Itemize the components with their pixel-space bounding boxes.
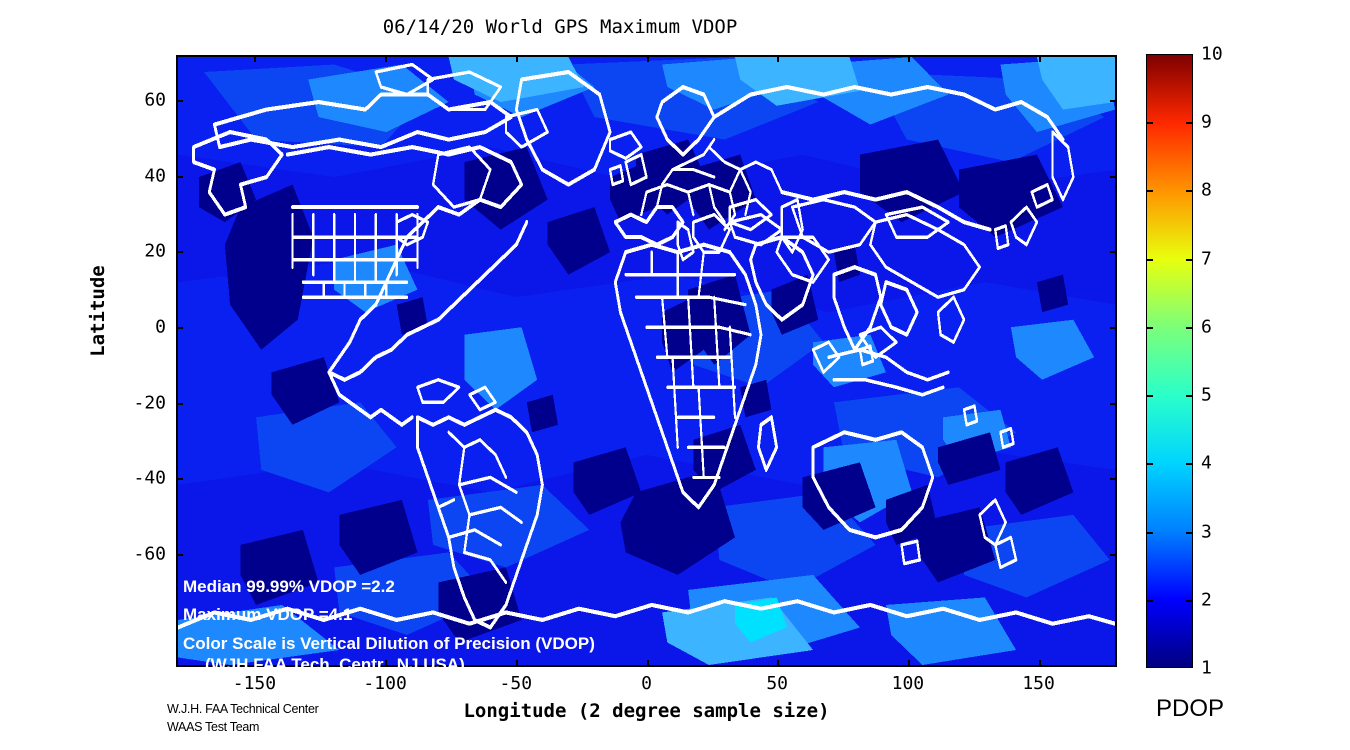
y-tick-mark [1110, 100, 1117, 103]
y-tick-mark [1110, 553, 1117, 556]
y-tick-label: 40 [144, 165, 166, 187]
x-tick-label: 100 [891, 673, 925, 694]
maximum-vdop-annotation: Maximum VDOP =4.1 [183, 605, 353, 624]
y-tick-mark [1110, 402, 1117, 405]
y-tick-mark [1110, 327, 1117, 329]
y-tick-label: 60 [144, 89, 166, 111]
y-tick-mark [176, 100, 183, 103]
x-tick-label: 150 [1022, 673, 1055, 694]
y-axis-label: Latitude [87, 265, 109, 357]
colorbar-tick-mark [1146, 122, 1153, 125]
colorbar-tick-mark [1146, 599, 1153, 602]
colorbar-tick-mark [1186, 395, 1193, 398]
x-tick-label: -150 [232, 673, 277, 694]
y-tick-mark [176, 478, 183, 481]
x-tick-label: 50 [766, 673, 789, 694]
x-tick-mark [646, 660, 649, 667]
credit-organization: W.J.H. FAA Technical Center [167, 702, 319, 716]
y-tick-mark [176, 175, 183, 178]
colorbar-tick-mark [1186, 258, 1193, 261]
credit-team: WAAS Test Team [167, 720, 260, 734]
world-map-plot [176, 55, 1117, 667]
y-tick-label: 20 [144, 240, 166, 262]
colorbar-tick-mark [1146, 258, 1153, 261]
x-tick-mark [515, 660, 518, 667]
y-tick-label: 0 [155, 316, 166, 338]
colorbar-tick-mark [1186, 122, 1193, 125]
y-tick-label: -60 [133, 543, 166, 565]
x-tick-mark [1038, 55, 1041, 62]
x-tick-label: 0 [641, 673, 652, 694]
x-tick-mark [1038, 660, 1041, 667]
x-tick-mark [254, 660, 257, 667]
x-tick-mark [907, 660, 910, 667]
colorbar-tick-mark [1186, 531, 1193, 534]
y-tick-mark [176, 402, 183, 405]
colorbar-gradient [1147, 55, 1192, 667]
x-tick-mark [515, 55, 518, 62]
colorbar-tick-mark [1186, 326, 1193, 329]
median-vdop-annotation: Median 99.99% VDOP =2.2 [183, 577, 395, 596]
colorbar-tick-label: 3 [1201, 521, 1212, 543]
colorbar-tick-label: 2 [1201, 589, 1212, 611]
colorbar-tick-mark [1186, 599, 1193, 602]
x-tick-mark [385, 55, 388, 62]
colorbar-tick-mark [1146, 190, 1153, 193]
color-scale-annotation: Color Scale is Vertical Dilution of Prec… [183, 634, 595, 653]
colorbar [1146, 54, 1193, 668]
x-tick-label: -50 [499, 673, 533, 694]
vdop-contour-map [178, 57, 1115, 665]
organization-annotation: (WJH FAA Tech. Centr., NJ USA) [205, 655, 465, 674]
y-tick-mark [1110, 251, 1117, 254]
colorbar-tick-label: 7 [1201, 248, 1212, 270]
colorbar-tick-label: 6 [1201, 316, 1212, 338]
y-tick-label: -40 [133, 467, 166, 489]
colorbar-tick-mark [1146, 531, 1153, 534]
x-tick-label: -100 [363, 673, 407, 694]
colorbar-title: PDOP [1155, 695, 1224, 722]
page-title: 06/14/20 World GPS Maximum VDOP [382, 16, 738, 38]
colorbar-tick-label: 4 [1201, 452, 1212, 474]
x-tick-mark [646, 55, 649, 62]
x-axis-label: Longitude (2 degree sample size) [463, 700, 830, 722]
colorbar-tick-mark [1146, 395, 1153, 398]
colorbar-tick-mark [1146, 463, 1153, 466]
y-tick-mark [1110, 478, 1117, 481]
y-tick-mark [176, 327, 183, 329]
y-tick-mark [1110, 175, 1117, 178]
x-tick-mark [777, 55, 780, 62]
x-tick-mark [907, 55, 910, 62]
colorbar-tick-label: 9 [1201, 111, 1212, 133]
x-tick-mark [777, 660, 780, 667]
colorbar-tick-mark [1146, 326, 1153, 329]
x-tick-mark [254, 55, 257, 62]
y-tick-mark [176, 553, 183, 556]
colorbar-tick-label: 10 [1201, 43, 1223, 65]
colorbar-tick-label: 1 [1201, 657, 1212, 679]
colorbar-tick-label: 8 [1201, 179, 1212, 201]
colorbar-tick-label: 5 [1201, 384, 1212, 406]
y-tick-mark [176, 251, 183, 254]
colorbar-tick-mark [1186, 463, 1193, 466]
x-tick-mark [385, 660, 388, 667]
colorbar-tick-mark [1186, 190, 1193, 193]
y-tick-label: -20 [133, 392, 166, 414]
